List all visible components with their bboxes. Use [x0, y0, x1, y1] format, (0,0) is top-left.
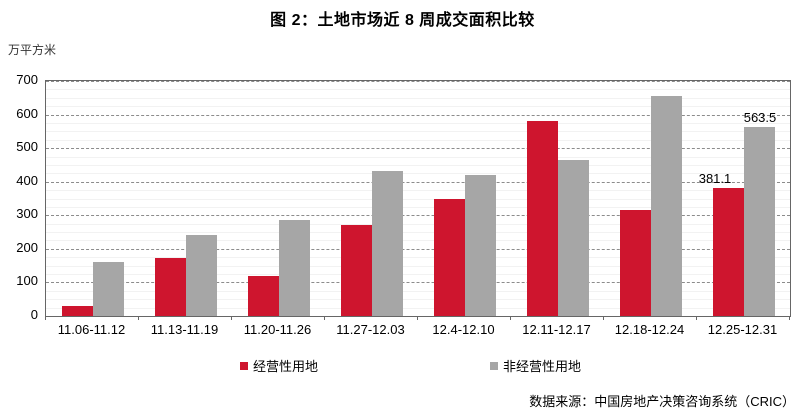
legend-label: 经营性用地 — [253, 359, 319, 374]
legend-item: 经营性用地 — [240, 356, 318, 375]
minor-gridline — [46, 206, 790, 208]
major-gridline — [46, 81, 790, 82]
bar-series0-cat6 — [619, 210, 651, 316]
y-tick-label: 200 — [16, 239, 38, 255]
major-gridline — [46, 114, 790, 116]
y-tick-label: 700 — [16, 72, 38, 87]
x-tick-label: 12.25-12.31 — [707, 322, 778, 337]
x-tick-label: 12.11-12.17 — [522, 322, 591, 337]
bar-series1-cat3 — [371, 170, 403, 316]
minor-gridline — [46, 265, 790, 267]
legend-marker-gray — [490, 361, 498, 370]
bar-series0-cat7 — [712, 188, 744, 316]
bar-series0-cat4 — [433, 198, 465, 316]
major-gridline — [46, 215, 790, 217]
major-gridline — [46, 181, 790, 183]
plot-area: 381.1 563.5 — [45, 80, 791, 317]
minor-gridline — [46, 290, 790, 292]
bar-series1-cat5 — [557, 160, 589, 316]
minor-gridline — [46, 97, 790, 99]
x-tick-mark — [138, 316, 139, 320]
bar-series1-cat7 — [743, 126, 775, 316]
x-tick-mark — [696, 316, 697, 320]
bar-series0-cat1 — [154, 258, 186, 316]
x-tick-label: 11.20-11.26 — [243, 322, 312, 337]
bar-series1-cat4 — [464, 175, 496, 316]
bar-series0-cat5 — [526, 121, 558, 316]
bar-data-label: 381.1 — [698, 171, 732, 187]
legend-item: 非经营性用地 — [490, 356, 581, 375]
source-note: 数据来源：中国房地产决策咨询系统（CRIC） — [529, 394, 795, 409]
major-gridline — [46, 248, 790, 250]
minor-gridline — [46, 257, 790, 259]
y-tick-label: 300 — [16, 206, 38, 222]
minor-gridline — [46, 232, 790, 234]
x-tick-mark — [45, 316, 46, 320]
x-tick-label: 12.18-12.24 — [614, 322, 685, 337]
y-tick-label: 400 — [16, 172, 38, 188]
minor-gridline — [46, 131, 790, 133]
y-tick-label: 600 — [16, 105, 38, 121]
minor-gridline — [46, 139, 790, 141]
minor-gridline — [46, 190, 790, 192]
legend-marker-red — [240, 361, 248, 370]
bar-series0-cat3 — [340, 225, 372, 316]
minor-gridline — [46, 173, 790, 175]
minor-gridline — [46, 223, 790, 225]
x-tick-label: 11.13-11.19 — [150, 322, 219, 337]
minor-gridline — [46, 156, 790, 158]
legend-label: 非经营性用地 — [503, 359, 582, 374]
bar-series1-cat1 — [185, 235, 217, 316]
y-tick-label: 500 — [16, 139, 38, 155]
minor-gridline — [46, 274, 790, 276]
chart-title: 图 2：土地市场近 8 周成交面积比较 — [270, 12, 535, 29]
x-tick-label: 12.4-12.10 — [432, 322, 495, 337]
y-tick-label: 100 — [16, 273, 38, 289]
x-tick-mark — [417, 316, 418, 320]
minor-gridline — [46, 106, 790, 108]
x-tick-mark — [510, 316, 511, 320]
x-tick-mark — [603, 316, 604, 320]
x-tick-label: 11.06-11.12 — [57, 322, 126, 337]
bar-series0-cat2 — [247, 275, 279, 316]
minor-gridline — [46, 122, 790, 124]
x-tick-mark — [324, 316, 325, 320]
y-axis-unit-label: 万平方米 — [8, 43, 57, 57]
major-gridline — [46, 148, 790, 150]
minor-gridline — [46, 307, 790, 309]
minor-gridline — [46, 198, 790, 200]
minor-gridline — [46, 240, 790, 242]
minor-gridline — [46, 164, 790, 166]
bar-series1-cat0 — [92, 262, 124, 316]
x-tick-label: 11.27-12.03 — [336, 322, 405, 337]
y-tick-label: 0 — [30, 307, 38, 322]
bar-series1-cat2 — [278, 220, 310, 316]
bar-series1-cat6 — [650, 95, 682, 316]
minor-gridline — [46, 89, 790, 91]
x-tick-mark — [231, 316, 232, 320]
x-tick-mark — [789, 316, 790, 320]
major-gridline — [46, 282, 790, 284]
bar-data-label: 563.5 — [743, 109, 777, 125]
bar-series0-cat0 — [61, 305, 93, 316]
minor-gridline — [46, 299, 790, 301]
